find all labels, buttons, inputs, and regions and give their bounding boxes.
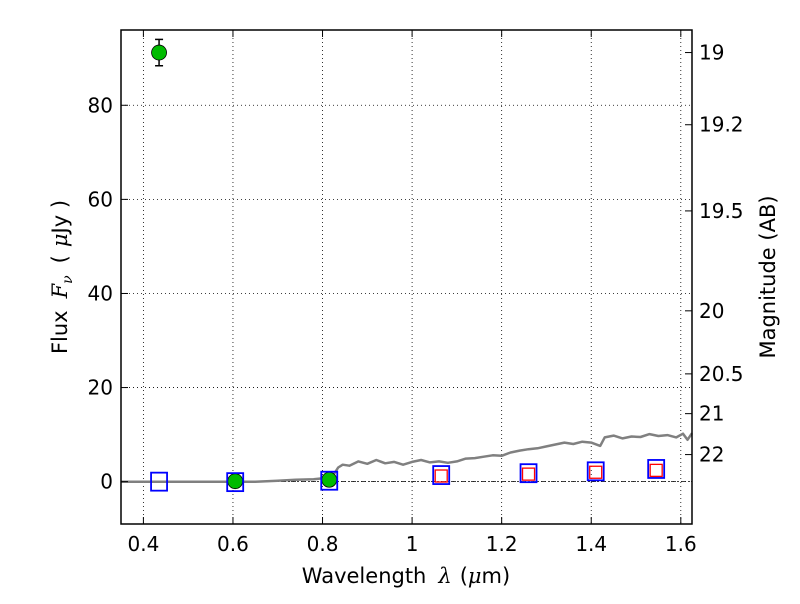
y2-tick-label: 22: [699, 443, 724, 467]
model-photometry-marker: [320, 470, 339, 491]
photometry-point: [227, 473, 244, 490]
y-axis-label: FluxFν(μJy ): [48, 200, 76, 354]
y-tick-label: 80: [88, 93, 113, 117]
y2-tick-label: 21: [699, 402, 724, 426]
model-spectrum-line: [121, 432, 694, 483]
y2-tick-label: 20.5: [699, 362, 744, 386]
model-photometry-marker: [586, 461, 605, 482]
secondary-photometry-marker: [521, 467, 536, 481]
plot-frame: [120, 29, 693, 525]
x-axis-ticks: 0.4 0.6 0.8 1 1.2 1.4 1.6: [127, 30, 697, 556]
secondary-photometry-marker: [589, 465, 603, 479]
x-tick-label: 0.6: [217, 532, 249, 556]
model-photometry-marker: [226, 472, 245, 493]
y2-tick-label: 19.2: [699, 113, 744, 137]
photometry-point: [321, 471, 338, 488]
x-tick-label: 1.4: [575, 532, 607, 556]
y2-axis-label: Magnitude (AB): [756, 195, 780, 358]
x-axis-label: Wavelength λ (μm): [302, 564, 510, 588]
y2-tick-label: 19.5: [699, 199, 744, 223]
y-axis-ticks: 0 20 40 60 80: [88, 93, 128, 494]
model-photometry-marker: [647, 459, 666, 479]
y2-axis-ticks: 19 19.2 19.5 20 20.5 21 22: [685, 41, 744, 467]
x-tick-label: 1.2: [486, 532, 518, 556]
y2-tick-label: 20: [699, 299, 724, 323]
model-photometry-marker: [150, 471, 168, 492]
model-photometry-marker: [432, 465, 451, 485]
secondary-photometry-marker: [649, 463, 663, 478]
y-tick-label: 20: [88, 376, 113, 400]
x-tick-label: 1: [406, 532, 419, 556]
y-tick-label: 0: [100, 470, 113, 494]
y-tick-label: 60: [88, 187, 113, 211]
secondary-photometry-marker: [434, 469, 448, 483]
photometry-point: [151, 44, 167, 61]
y-tick-label: 40: [88, 281, 113, 305]
data-series: [121, 38, 694, 493]
x-tick-label: 0.4: [127, 532, 159, 556]
y2-tick-label: 19: [699, 41, 724, 65]
x-tick-label: 1.6: [665, 532, 697, 556]
x-tick-label: 0.8: [307, 532, 339, 556]
plot-area: [121, 30, 692, 524]
model-photometry-marker: [519, 463, 538, 484]
